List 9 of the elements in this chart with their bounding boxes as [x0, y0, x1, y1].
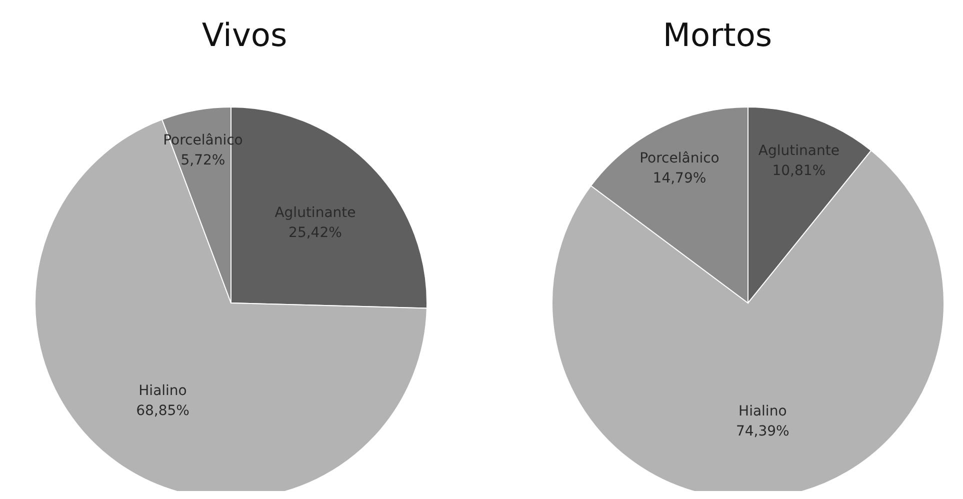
data-label: 74,39% [736, 424, 790, 440]
data-label: 14,79% [652, 170, 706, 186]
data-label: 68,85% [136, 402, 190, 419]
slice-label: Hialino [738, 404, 787, 420]
slice-label: Porcelânico [640, 150, 720, 166]
chart-title: Vivos [200, 16, 288, 54]
data-label: 5,72% [180, 152, 226, 169]
chart-title: Mortos [662, 16, 774, 54]
slice-label: Hialino [138, 382, 187, 399]
